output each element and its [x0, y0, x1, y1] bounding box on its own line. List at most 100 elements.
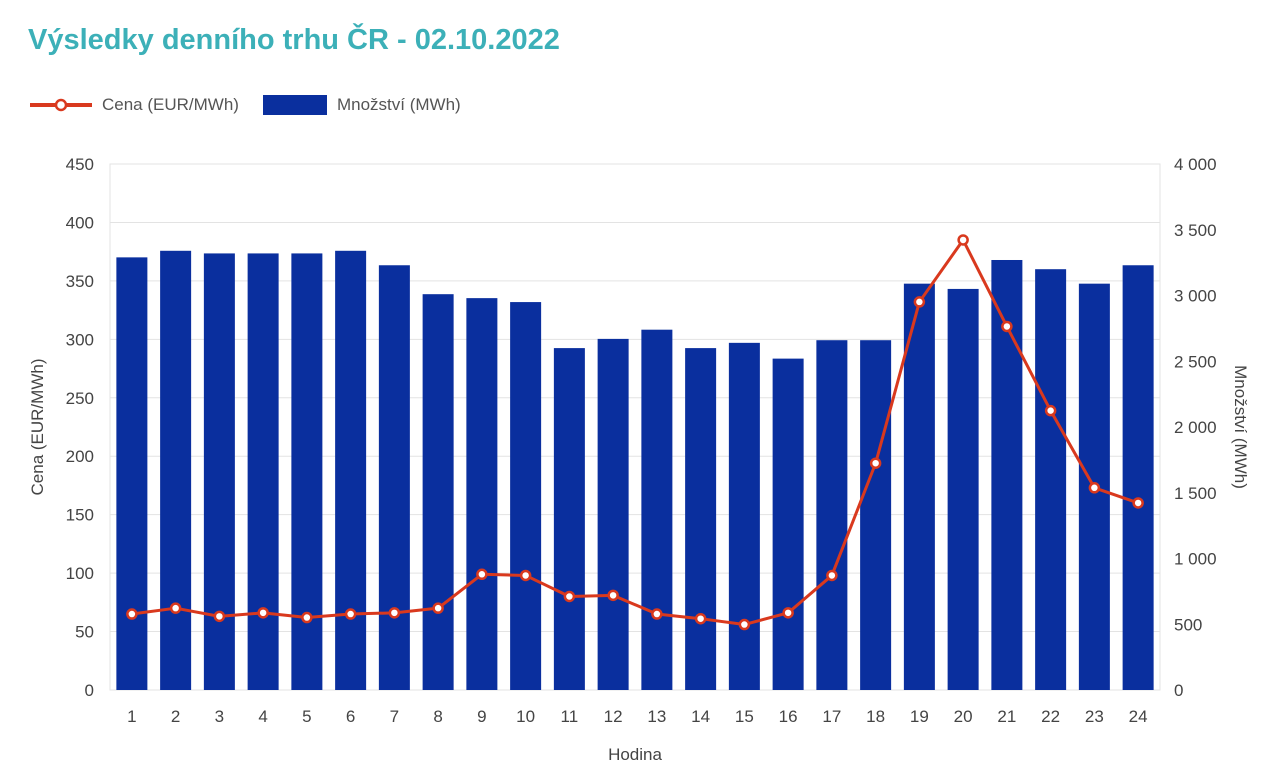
x-tick-label: 22 [1041, 707, 1060, 726]
price-point-11 [563, 590, 576, 603]
price-point-24 [1132, 497, 1144, 509]
y-tick-label: 250 [66, 389, 94, 408]
y2-tick-label: 0 [1174, 681, 1183, 700]
legend-line-marker-icon [30, 98, 92, 112]
price-point-15 [738, 618, 751, 631]
price-point-19 [913, 296, 926, 308]
price-point-1 [126, 608, 138, 620]
y2-axis-title: Množství (MWh) [1231, 365, 1250, 489]
price-point-5 [301, 611, 313, 624]
y-tick-label: 50 [75, 623, 94, 642]
price-point-4 [257, 607, 269, 619]
price-point-21 [1001, 320, 1013, 333]
price-point-2 [169, 602, 182, 614]
price-point-6 [344, 608, 357, 620]
bar-19 [903, 283, 935, 690]
x-tick-label: 5 [302, 707, 311, 726]
y2-tick-label: 1 500 [1174, 484, 1217, 503]
legend-label-volume: Množství (MWh) [336, 95, 461, 114]
legend-label-price: Cena (EUR/MWh) [102, 95, 239, 114]
x-tick-label: 16 [779, 707, 798, 726]
x-tick-label: 6 [346, 707, 355, 726]
price-point-13 [651, 608, 663, 620]
bar-22 [1035, 269, 1067, 690]
x-tick-label: 13 [647, 707, 666, 726]
price-point-20 [957, 234, 969, 246]
bar-11 [553, 348, 585, 690]
x-tick-label: 14 [691, 707, 710, 726]
chart-legend: Cena (EUR/MWh) Množství (MWh) [28, 90, 485, 120]
bar-14 [685, 348, 717, 690]
y-tick-label: 150 [66, 506, 94, 525]
bar-15 [728, 342, 760, 690]
price-point-17 [826, 569, 838, 582]
y-tick-label: 350 [66, 272, 94, 291]
price-line [131, 238, 1139, 627]
legend-item-volume[interactable]: Množství (MWh) [262, 95, 461, 115]
x-tick-label: 11 [561, 707, 579, 726]
x-tick-label: 18 [866, 707, 885, 726]
bar-5 [291, 253, 323, 691]
x-axis-title: Hodina [608, 745, 662, 764]
bar-3 [203, 253, 235, 691]
bar-20 [947, 288, 979, 690]
bar-9 [466, 298, 498, 690]
x-tick-label: 4 [258, 707, 267, 726]
bar-24 [1122, 265, 1154, 690]
y-tick-label: 200 [66, 447, 94, 466]
bar-6 [335, 250, 367, 691]
x-tick-label: 20 [954, 707, 973, 726]
x-tick-label: 12 [604, 707, 623, 726]
x-tick-label: 24 [1129, 707, 1148, 726]
legend-bar-swatch-icon [262, 95, 327, 115]
bar-17 [816, 340, 848, 690]
y2-tick-label: 500 [1174, 615, 1202, 634]
y-tick-label: 0 [85, 681, 94, 700]
bar-8 [422, 294, 454, 690]
price-point-14 [694, 612, 707, 625]
x-tick-label: 8 [433, 707, 442, 726]
price-point-7 [388, 607, 401, 619]
price-point-22 [1044, 404, 1057, 417]
x-tick-label: 1 [127, 707, 136, 726]
y2-tick-label: 4 000 [1174, 155, 1217, 174]
legend-item-price[interactable]: Cena (EUR/MWh) [28, 95, 239, 115]
price-point-8 [432, 602, 444, 614]
bar-18 [860, 340, 892, 690]
y2-tick-label: 1 000 [1174, 550, 1217, 569]
x-tick-label: 10 [516, 707, 535, 726]
x-tick-label: 15 [735, 707, 754, 726]
bar-10 [510, 302, 542, 690]
price-point-3 [213, 610, 226, 623]
y2-tick-label: 2 000 [1174, 418, 1217, 437]
y-tick-label: 400 [66, 213, 94, 232]
x-tick-label: 7 [390, 707, 399, 726]
price-point-18 [869, 457, 882, 469]
price-point-12 [607, 589, 619, 602]
y2-tick-label: 3 500 [1174, 221, 1217, 240]
bar-16 [772, 358, 804, 690]
chart-title: Výsledky denního trhu ČR - 02.10.2022 [28, 24, 560, 56]
price-point-16 [782, 607, 794, 619]
price-point-10 [519, 569, 532, 582]
y-tick-label: 450 [66, 155, 94, 174]
x-tick-label: 2 [171, 707, 180, 726]
y-axis-title: Cena (EUR/MWh) [28, 359, 47, 496]
bar-2 [160, 250, 192, 691]
y2-tick-label: 2 500 [1174, 352, 1217, 371]
y-tick-label: 100 [66, 564, 94, 583]
x-tick-label: 21 [997, 707, 1016, 726]
bar-4 [247, 253, 279, 691]
y2-tick-label: 3 000 [1174, 287, 1217, 306]
y-tick-label: 300 [66, 330, 94, 349]
bar-12 [597, 338, 629, 690]
bar-1 [116, 257, 148, 690]
price-point-23 [1088, 482, 1101, 494]
x-tick-label: 3 [215, 707, 224, 726]
price-point-9 [476, 568, 488, 581]
bar-7 [378, 265, 410, 690]
x-tick-label: 23 [1085, 707, 1104, 726]
x-tick-label: 17 [822, 707, 841, 726]
x-tick-label: 9 [477, 707, 486, 726]
